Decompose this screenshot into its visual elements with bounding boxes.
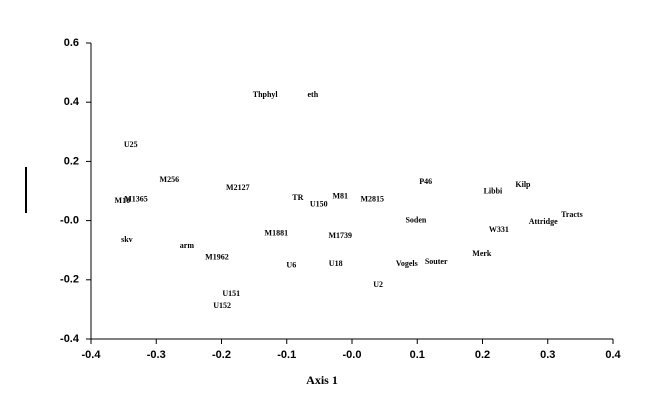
- x-tick-label: 0.3: [540, 349, 555, 361]
- point-label: M2127: [226, 183, 250, 192]
- point-label: U18: [329, 259, 343, 268]
- x-tick-label: 0.4: [605, 349, 621, 361]
- point-label: Thphyl: [253, 90, 279, 99]
- point-label: M1739: [328, 231, 352, 240]
- y-tick-label: -0.0: [60, 215, 79, 227]
- x-tick-label: -0.2: [212, 349, 231, 361]
- point-label: Attridge: [529, 217, 558, 226]
- point-label: M1962: [205, 253, 229, 262]
- point-label: Kilp: [515, 180, 531, 189]
- point-label: arm: [180, 241, 195, 250]
- point-label: M1365: [124, 195, 148, 204]
- point-label: Merk: [472, 249, 492, 258]
- point-label: W331: [489, 225, 509, 234]
- x-tick-label: 0.2: [475, 349, 490, 361]
- point-label: Vogels: [396, 259, 418, 268]
- point-label: Libbi: [484, 187, 503, 196]
- point-label: Tracts: [561, 210, 583, 219]
- point-label: U6: [286, 261, 296, 270]
- point-label: M81: [332, 192, 348, 201]
- x-axis-label: Axis 1: [306, 373, 338, 387]
- y-tick-label: 0.6: [64, 37, 79, 49]
- point-label: U25: [124, 140, 138, 149]
- point-label: P46: [419, 177, 432, 186]
- point-label: Soden: [405, 216, 426, 225]
- point-label: U152: [213, 301, 231, 310]
- y-tick-label: -0.4: [60, 333, 80, 345]
- point-label: eth: [308, 90, 319, 99]
- x-tick-label: -0.4: [82, 349, 102, 361]
- point-label: TR: [292, 193, 303, 202]
- y-tick-label: -0.2: [60, 274, 79, 286]
- point-label: M1881: [265, 229, 289, 238]
- point-label: Souter: [425, 257, 448, 266]
- x-tick-label: 0.1: [410, 349, 425, 361]
- y-tick-label: 0.2: [64, 155, 79, 167]
- point-label: U151: [222, 289, 240, 298]
- x-tick-label: -0.3: [147, 349, 166, 361]
- point-label: skv: [121, 235, 133, 244]
- x-tick-label: -0.1: [277, 349, 296, 361]
- point-label: U2: [373, 280, 383, 289]
- y-tick-label: 0.4: [64, 96, 80, 108]
- point-label: M2815: [360, 195, 384, 204]
- point-label: U150: [310, 200, 328, 209]
- point-label: M256: [160, 175, 180, 184]
- point-label: M10: [115, 196, 131, 205]
- x-tick-label: -0.0: [343, 349, 362, 361]
